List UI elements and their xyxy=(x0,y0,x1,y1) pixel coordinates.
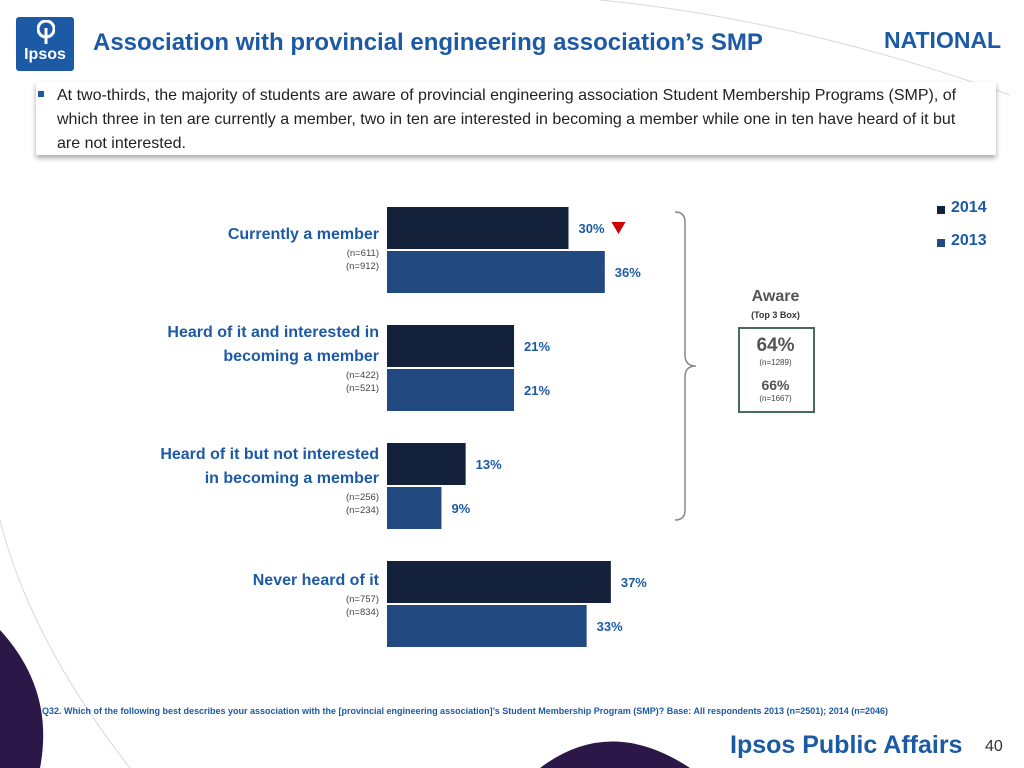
aware-subtitle: (Top 3 Box) xyxy=(751,310,800,320)
data-label: 21% xyxy=(524,383,551,398)
footnote: Q32. Which of the following best describ… xyxy=(42,706,889,716)
data-label: 30% xyxy=(578,221,605,236)
data-label: 33% xyxy=(596,619,623,634)
legend-2013-swatch xyxy=(937,239,945,247)
data-label: 9% xyxy=(451,501,471,516)
legend-2014-label: 2014 xyxy=(951,199,987,216)
legend-2013-label: 2013 xyxy=(951,232,987,249)
category-label: Heard of it and interested in xyxy=(167,324,379,341)
bullet-icon xyxy=(38,91,44,97)
bar-2013 xyxy=(387,251,605,293)
summary-box xyxy=(36,82,996,155)
region-label: NATIONAL xyxy=(884,27,1002,53)
sample-size-label: (n=834) xyxy=(345,607,379,618)
bar-2013 xyxy=(387,487,442,529)
logo-text: Ipsos xyxy=(24,46,66,63)
category-label: Heard of it but not interested xyxy=(160,446,379,463)
sample-size-label: (n=256) xyxy=(345,492,379,503)
bar-2013 xyxy=(387,369,515,411)
logo-emblem-icon xyxy=(37,20,55,44)
sample-size-label: (n=234) xyxy=(345,505,379,516)
aware-2014-value: 64% xyxy=(756,335,795,356)
sample-size-label: (n=757) xyxy=(345,594,379,605)
aware-2013-value: 66% xyxy=(761,377,790,393)
sample-size-label: (n=611) xyxy=(346,248,379,259)
footer-brand: Ipsos Public Affairs xyxy=(730,731,963,759)
summary-text: At two-thirds, the majority of students … xyxy=(57,87,957,152)
category-label: in becoming a member xyxy=(204,470,379,487)
bar-2014 xyxy=(387,443,466,485)
data-label: 37% xyxy=(620,575,647,590)
aware-bracket xyxy=(674,211,697,521)
aware-box xyxy=(738,327,815,413)
sample-size-label: (n=912) xyxy=(345,261,379,272)
bar-2013 xyxy=(387,605,587,647)
category-label: Currently a member xyxy=(227,226,379,243)
decrease-marker-icon xyxy=(611,222,626,234)
aware-2013-n: (n=1667) xyxy=(759,394,792,403)
sample-size-label: (n=422) xyxy=(345,370,379,381)
aware-2014-n: (n=1289) xyxy=(759,358,792,367)
data-label: 36% xyxy=(614,265,641,280)
data-label: 13% xyxy=(475,457,502,472)
legend-2014-swatch xyxy=(937,206,945,214)
aware-title: Aware xyxy=(751,288,800,305)
page-number: 40 xyxy=(985,738,1003,755)
category-label: becoming a member xyxy=(223,348,379,365)
category-label: Never heard of it xyxy=(252,572,379,589)
page-title: Association with provincial engineering … xyxy=(93,29,763,56)
bar-2014 xyxy=(387,325,515,367)
bar-2014 xyxy=(387,207,569,249)
data-label: 21% xyxy=(524,339,551,354)
bar-2014 xyxy=(387,561,611,603)
sample-size-label: (n=521) xyxy=(345,383,379,394)
